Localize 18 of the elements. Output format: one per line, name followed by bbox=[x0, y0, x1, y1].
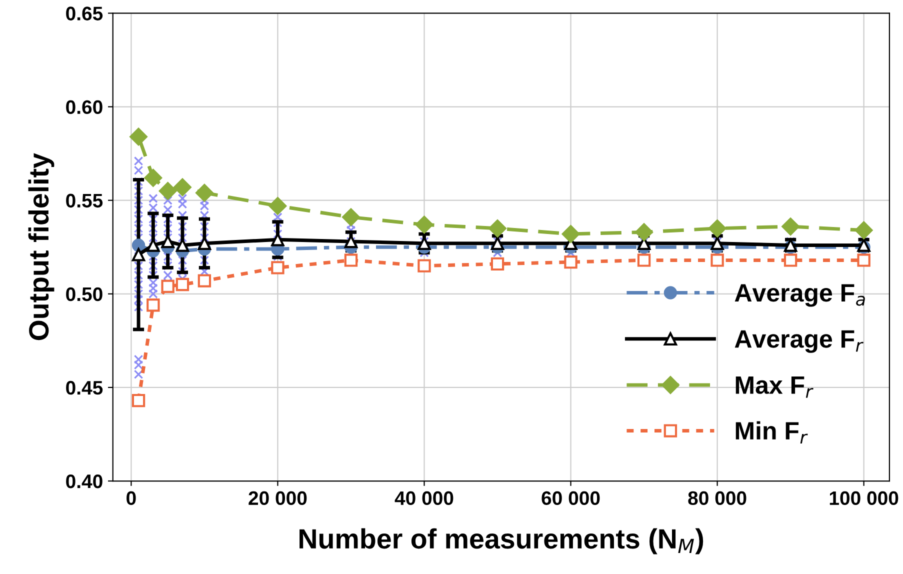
legend-label: Min F$_{r}$ bbox=[736, 421, 808, 444]
x-tick-label: 60 000 bbox=[542, 491, 600, 506]
legend-label: Average F$_{a}$ bbox=[734, 284, 865, 307]
x-tick-label: 80 000 bbox=[688, 491, 746, 506]
y-tick-label: 0.55 bbox=[66, 194, 103, 208]
legend-label: Max F$_{r}$ bbox=[736, 376, 814, 398]
x-tick-label: 20 000 bbox=[248, 491, 307, 506]
y-axis-title: Output fidelity bbox=[28, 153, 54, 340]
x-tick-label: 40 000 bbox=[394, 491, 454, 506]
legend-label: Average F$_{r}$ bbox=[734, 330, 864, 353]
y-tick-label: 0.40 bbox=[66, 474, 102, 488]
x-axis-title: Number of measurements (N$_{M}$) bbox=[300, 528, 704, 554]
x-tick-label: 100 000 bbox=[830, 491, 898, 506]
y-tick-label: 0.65 bbox=[66, 6, 103, 20]
y-tick-label: 0.50 bbox=[66, 287, 102, 302]
y-tick-label: 0.45 bbox=[66, 380, 103, 395]
y-tick-label: 0.60 bbox=[66, 100, 102, 114]
x-tick-label: 0 bbox=[126, 491, 136, 506]
